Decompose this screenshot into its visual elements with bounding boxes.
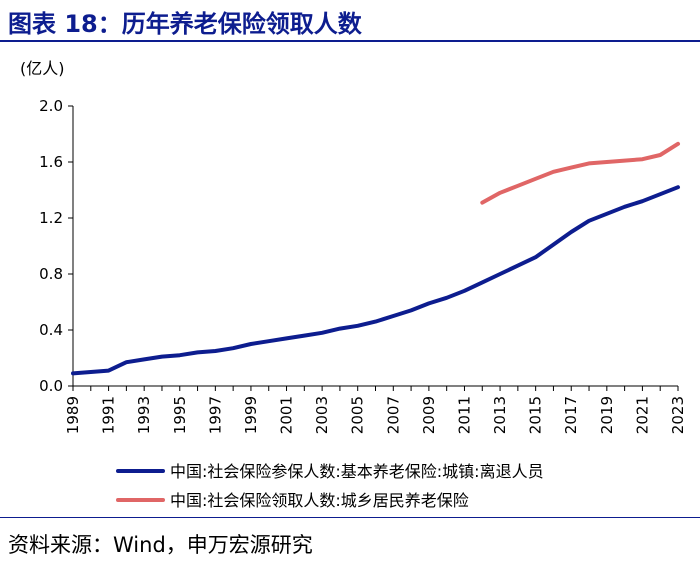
- y-tick-label: 0.0: [39, 377, 63, 395]
- x-tick-label: 2007: [384, 396, 402, 434]
- x-tick-label: 2021: [633, 396, 651, 434]
- page-title: 图表 18：历年养老保险领取人数: [8, 10, 362, 38]
- y-tick-label: 0.8: [39, 265, 63, 283]
- x-tick-label: 1997: [206, 396, 224, 434]
- x-tick-label: 1995: [171, 396, 189, 434]
- legend-label-2: 中国:社会保险领取人数:城乡居民养老保险: [170, 491, 469, 510]
- footer-divider: [0, 517, 700, 518]
- y-tick-label: 0.4: [39, 321, 63, 339]
- legend-label-1: 中国:社会保险参保人数:基本养老保险:城镇:离退人员: [170, 462, 544, 481]
- x-tick-label: 2023: [669, 396, 687, 434]
- title-divider: [0, 40, 700, 42]
- y-axis-unit-label: (亿人): [20, 59, 65, 78]
- x-tick-label: 2013: [491, 396, 509, 434]
- x-tick-label: 1989: [64, 396, 82, 434]
- chart-legend: 中国:社会保险参保人数:基本养老保险:城镇:离退人员中国:社会保险领取人数:城乡…: [116, 462, 544, 510]
- x-tick-label: 2019: [598, 396, 616, 434]
- x-tick-label: 2001: [278, 396, 296, 434]
- series-line-1: [71, 185, 680, 376]
- chart-series-lines: [71, 141, 680, 376]
- x-tick-label: 2011: [455, 396, 473, 434]
- series-line-2: [480, 141, 680, 205]
- y-tick-label: 1.2: [39, 209, 63, 227]
- x-tick-label: 2017: [562, 396, 580, 434]
- chart-axes: 0.0 0.4 0.8 1.2 1.6 2.0 1989 1991 1993 1995 1997 19…: [39, 97, 687, 434]
- x-tick-label: 1993: [135, 396, 153, 434]
- y-tick-label: 2.0: [39, 97, 63, 115]
- y-tick-label: 1.6: [39, 153, 63, 171]
- x-tick-label: 1999: [242, 396, 260, 434]
- x-tick-label: 2005: [349, 396, 367, 434]
- title-bar: 图表 18：历年养老保险领取人数: [0, 0, 700, 40]
- x-tick-label: 2015: [527, 396, 545, 434]
- source-note: 资料来源：Wind，申万宏源研究: [8, 533, 313, 557]
- x-tick-label: 2009: [420, 396, 438, 434]
- line-chart: (亿人) 0.0 0.4 0.8 1.2 1.6 2.0 1989 1991 1993 1995 1…: [20, 59, 687, 510]
- x-tick-label: 2003: [313, 396, 331, 434]
- x-tick-label: 1991: [100, 396, 118, 434]
